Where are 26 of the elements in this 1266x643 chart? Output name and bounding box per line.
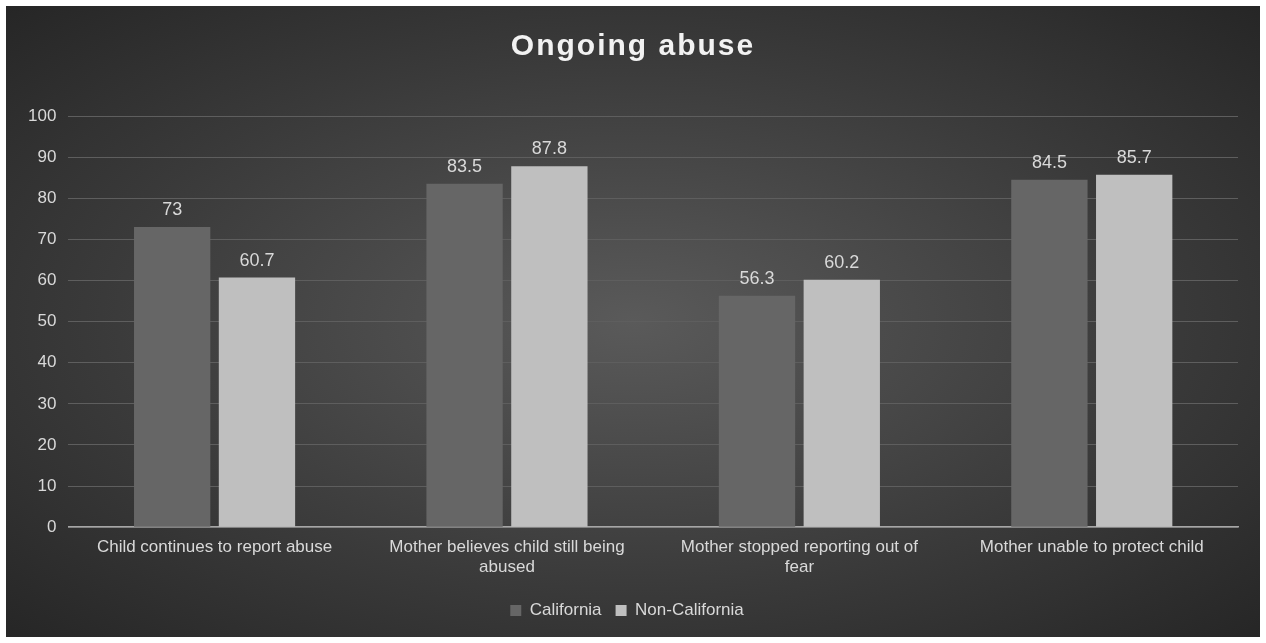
- y-tick-label: 60: [37, 270, 57, 290]
- y-tick-label: 20: [37, 434, 57, 454]
- x-tick-label: Mother unable to protect child: [979, 537, 1204, 557]
- y-tick-label: 10: [37, 475, 57, 495]
- x-tick-label: Mother stopped reporting out of fear: [680, 537, 919, 577]
- y-tick-label: 30: [37, 393, 57, 413]
- x-tick-label: Child continues to report abuse: [96, 537, 333, 557]
- y-tick-label: 70: [37, 229, 57, 249]
- y-tick-label: 100: [27, 105, 57, 125]
- data-label: 56.3: [739, 267, 775, 288]
- y-tick-label: 90: [37, 146, 57, 166]
- data-label: 73: [162, 198, 183, 219]
- y-tick-label: 40: [37, 352, 57, 372]
- data-label: 87.8: [531, 138, 567, 159]
- data-label: 60.2: [824, 251, 860, 272]
- x-tick-label: Mother believes child still being abused: [389, 537, 625, 577]
- chart-title: Ongoing abuse: [509, 28, 757, 62]
- data-label: 85.7: [1116, 146, 1152, 167]
- legend-label: California: [529, 600, 603, 620]
- data-label: 84.5: [1031, 151, 1067, 172]
- y-tick-label: 50: [37, 311, 57, 331]
- y-tick-label: 0: [46, 516, 57, 536]
- y-tick-label: 80: [37, 187, 57, 207]
- legend-label: Non-California: [635, 600, 745, 620]
- data-label: 60.7: [239, 249, 275, 270]
- data-label: 83.5: [447, 155, 483, 176]
